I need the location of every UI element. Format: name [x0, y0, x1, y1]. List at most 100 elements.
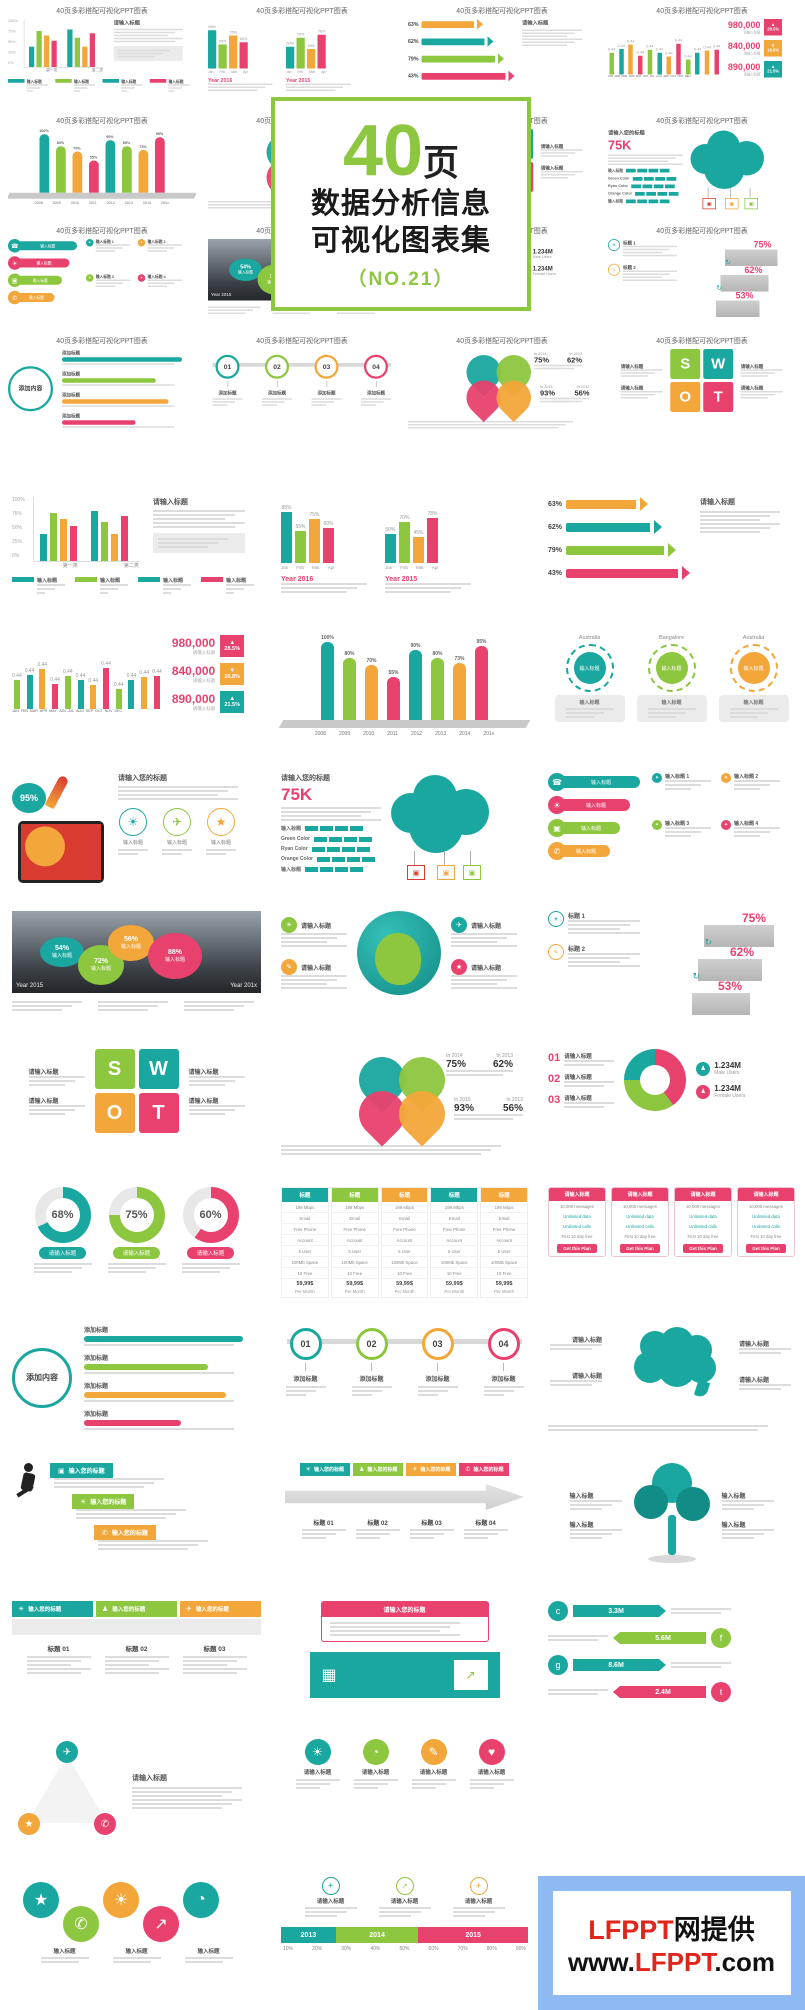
text-line [95, 285, 116, 287]
cylinder-item: 95% [475, 639, 488, 720]
text-line [548, 1689, 608, 1691]
caption: JAN [608, 74, 614, 78]
placeholder-text [147, 279, 182, 287]
list-item: 请输入标题 [564, 1052, 615, 1066]
y-axis: 100% 75% 50% 25% 0% [12, 497, 25, 559]
venn-year: In 2012 [506, 1097, 523, 1103]
caption: 80% [344, 651, 355, 657]
text-line [734, 784, 770, 786]
placeholder-text [329, 1622, 480, 1636]
bar-item: 0.44 [88, 678, 98, 709]
pricing-cell: 5 User [481, 1246, 527, 1257]
dot-circle-item: Bangalore 输入标题 输入标题 [636, 635, 707, 722]
group [626, 199, 670, 204]
pricing-header: 标题 [282, 1188, 328, 1202]
group: Jan Feb Mar Apr [286, 70, 351, 74]
milestone-number: 03 [421, 1328, 454, 1360]
bar [695, 52, 700, 75]
thumbnail-title: 40页多彩搭配可视化PPT图表 [456, 8, 548, 15]
text-line [74, 87, 88, 89]
h-bar [62, 420, 136, 425]
text-line [281, 1153, 481, 1155]
text-line [132, 1795, 222, 1797]
stair-percent: 62% [729, 945, 754, 959]
bar [307, 49, 316, 69]
pricing-cell: Free Phone [331, 1224, 378, 1235]
text-line [62, 405, 175, 407]
slide-preview: c 3.3M f 5.6M g 8.6M t 2.4M [538, 1592, 805, 1730]
text-line [182, 1656, 247, 1658]
text-line [483, 1390, 514, 1392]
funnel-stack: ☎ 输入标题 ☀ 输入标题 ▣ 输入标题 ✆ 输入标题 [8, 239, 77, 305]
caption: 73% [454, 656, 465, 662]
phone-icon: ✆ [60, 1903, 102, 1945]
bar [110, 534, 118, 561]
bar [90, 685, 97, 709]
content-circle: 添加内容 [12, 1347, 72, 1408]
milestone: 04 添加标题 [483, 1328, 524, 1396]
thumbnail-content: 01 添加标题 02 添加标题 03 添加标题 04 添加标题 [208, 354, 396, 440]
side-label: 输入标题 3 [665, 820, 711, 837]
year-segment: 2015 [418, 1927, 528, 1943]
caption: 标题 02 [367, 1521, 388, 1527]
slide-preview: 63% 62% 79% 43% 请输入标题 [538, 488, 805, 626]
text-line [12, 1009, 62, 1011]
text-line [104, 1656, 169, 1658]
text-line [623, 245, 677, 248]
text-line [540, 152, 576, 154]
placeholder-text [568, 953, 640, 967]
slide: ☀ 标题 1 ✎ 标题 2 75% ↻ 62% ↻ 53% [548, 911, 795, 1031]
caption: 95% [476, 639, 487, 645]
pricing-cell: 199 Mbps [431, 1202, 478, 1213]
slide-thumbnail: 40页多彩搭配可视化PPT图表 ☎ 输入标题 ☀ 输入标题 ▣ 输入标题 ✆ 输入标题 ✦ 输入标题… [2, 220, 202, 330]
caption: 添加标题 [62, 351, 81, 356]
watermark-brand: LFPPT [588, 1915, 674, 1945]
bar-value-label: 0.44 [665, 51, 673, 56]
bar-item: 50% [385, 527, 396, 563]
title-card: 40 页 数据分析信息 可视化图表集 （NO.21） [271, 97, 531, 311]
group: 请输入您的标题 75K 输入标题 Green Color Ryan Color Orang… [608, 129, 796, 216]
caption: 95% [155, 132, 164, 137]
text-line [565, 712, 604, 714]
caption: 25% [12, 539, 23, 545]
bar-chart [39, 501, 77, 561]
text-line [569, 1537, 602, 1539]
bar-value-label: 50% [286, 41, 294, 47]
kpi-text: 840,000 请输入标题 [728, 41, 761, 56]
bar-value-label: 0.44 [113, 682, 124, 688]
caption: 70% [73, 146, 81, 151]
side-label: 输入标题 1 [95, 239, 131, 252]
group: 79% [548, 543, 690, 557]
slide: 68% 请输入标题 75% 请输入标题 60% 请输入标题 [12, 1187, 261, 1307]
icon: ↗ [395, 1877, 414, 1895]
text-line [147, 250, 167, 252]
content-circle: 添加内容 [8, 365, 53, 411]
text-line [568, 961, 620, 963]
cylinder-item: 55% [88, 155, 99, 193]
device-icon: ▣ [407, 865, 425, 880]
text-line [301, 1533, 336, 1535]
trophy-icon: ★ [20, 1879, 62, 1921]
pricing-cell: 100Mb Space [381, 1257, 428, 1268]
text-line [548, 1429, 758, 1431]
caption: 请输入标题 [192, 650, 216, 655]
thumbnail-viewport: 0.44 0.44 0.44 0.44 0.44 0.44 0.44 0.44 0.44 0.44… [608, 19, 796, 110]
text-line [281, 1149, 491, 1151]
group: ✆ 输入标题 [548, 842, 640, 860]
placeholder-text [285, 1386, 326, 1396]
text-line [113, 37, 183, 40]
placeholder-text [132, 1787, 242, 1809]
price-card: 请输入标题 10,000 messages Unlimited data Unlimi… [548, 1187, 606, 1257]
text-line [181, 1271, 220, 1273]
step-text: 输入您的标题 [420, 1467, 451, 1473]
bar-chart: 88% 55% 75% 60% [281, 497, 367, 563]
caption: Mar [416, 565, 424, 570]
bar-item: 55% [295, 524, 306, 563]
text-line [40, 1957, 89, 1959]
arrow-head [613, 1686, 620, 1698]
text-line [734, 788, 760, 790]
bubble-value: 54% [54, 945, 69, 952]
bar-chart: 50% 70% 45% 78% [385, 497, 471, 563]
